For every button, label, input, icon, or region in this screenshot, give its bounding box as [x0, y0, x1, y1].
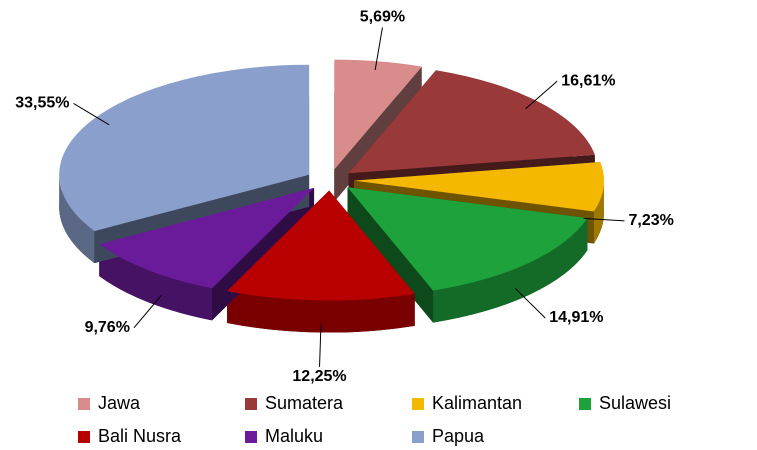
slice-outer-wall: [59, 174, 95, 264]
slice-tops: [59, 59, 604, 301]
slice: [227, 190, 415, 301]
legend-swatch: [579, 398, 591, 410]
leader-line: [374, 27, 383, 71]
slice-outer-wall: [99, 244, 213, 321]
data-label: 33,55%: [15, 95, 69, 112]
leader-line: [319, 323, 322, 367]
legend-swatch: [412, 431, 424, 443]
legend-label: Kalimantan: [432, 393, 522, 413]
legend-swatch: [412, 398, 424, 410]
legend-swatch: [78, 398, 90, 410]
legend-label: Maluku: [265, 426, 323, 446]
slice: [348, 70, 595, 174]
slice-wall: [347, 187, 434, 323]
leader-line: [514, 288, 546, 319]
leader-line: [133, 295, 162, 329]
legend-label: Papua: [432, 426, 485, 446]
leader-line: [525, 80, 558, 110]
legend-swatch: [245, 431, 257, 443]
slice: [334, 59, 422, 170]
data-label: 5,69%: [360, 9, 405, 26]
data-label: 14,91%: [549, 309, 603, 326]
legend-label: Sumatera: [265, 393, 344, 413]
legend-label: Sulawesi: [599, 393, 671, 413]
data-label: 9,76%: [85, 319, 130, 336]
slice: [99, 187, 315, 289]
leader-line: [73, 102, 110, 126]
slice-outer-wall: [227, 290, 415, 333]
slice-outer-wall: [433, 218, 588, 323]
legend-swatch: [78, 431, 90, 443]
data-labels: 5,69% 16,61% 7,23% 14,91% 12,25% 9,76% 33,55%: [15, 9, 674, 385]
slice-outer-wall: [593, 180, 604, 244]
legend-label: Bali Nusra: [98, 426, 182, 446]
leader-line: [583, 217, 625, 222]
data-label: 7,23%: [629, 212, 674, 229]
legend: Jawa Sumatera Kalimantan Sulawesi Bali Nusra…: [78, 393, 671, 446]
slice: [353, 162, 604, 212]
slice: [59, 64, 310, 232]
data-label: 12,25%: [292, 368, 346, 385]
data-label: 16,61%: [561, 72, 615, 89]
legend-swatch: [245, 398, 257, 410]
legend-label: Jawa: [98, 393, 141, 413]
slice: [347, 187, 588, 291]
